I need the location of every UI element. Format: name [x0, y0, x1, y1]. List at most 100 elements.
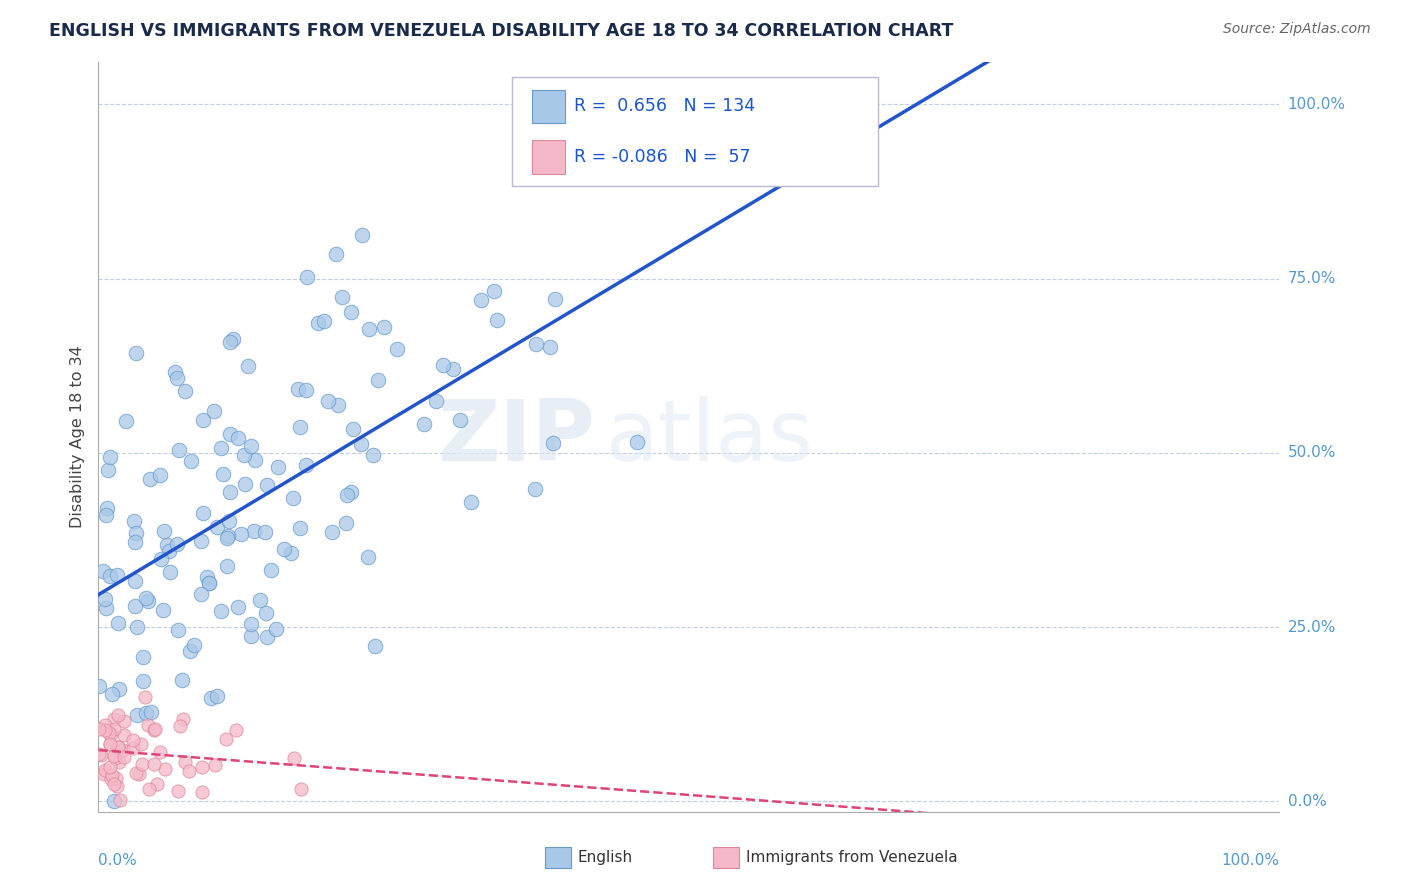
Point — [212, 467, 235, 481]
Point — [173, 384, 195, 398]
Point — [387, 343, 409, 357]
Point — [359, 322, 381, 336]
Text: R = -0.086   N =  57: R = -0.086 N = 57 — [575, 148, 751, 166]
Point — [100, 760, 122, 774]
Point — [222, 332, 245, 346]
Point — [288, 521, 311, 535]
Point — [112, 714, 135, 728]
Text: ZIP: ZIP — [437, 395, 595, 479]
Point — [98, 726, 121, 740]
Point — [214, 732, 236, 747]
Point — [91, 564, 114, 578]
Text: 100.0%: 100.0% — [1288, 96, 1346, 112]
Point — [107, 739, 129, 754]
Point — [124, 514, 146, 528]
Point — [198, 575, 221, 590]
Point — [280, 546, 302, 560]
Point — [152, 603, 174, 617]
Point — [482, 284, 505, 298]
Point — [104, 751, 127, 765]
Point — [97, 463, 120, 477]
Point — [219, 335, 242, 350]
Point — [449, 413, 471, 427]
Point — [254, 607, 277, 621]
Point — [105, 772, 128, 786]
Point — [167, 442, 190, 457]
Point — [191, 785, 214, 799]
FancyBboxPatch shape — [512, 78, 877, 186]
Point — [295, 458, 318, 473]
Point — [328, 398, 350, 412]
Point — [179, 644, 201, 658]
Point — [135, 591, 157, 605]
Point — [128, 766, 150, 780]
Point — [413, 417, 436, 431]
Point — [103, 794, 125, 808]
Point — [112, 750, 135, 764]
Point — [218, 427, 240, 442]
Point — [103, 777, 125, 791]
Point — [198, 575, 221, 590]
Point — [460, 495, 482, 509]
Point — [217, 529, 239, 543]
Point — [340, 484, 363, 499]
Point — [204, 757, 226, 772]
Point — [153, 524, 176, 538]
Point — [191, 506, 214, 520]
Point — [100, 772, 122, 787]
Point — [295, 270, 318, 285]
Point — [256, 630, 278, 644]
Point — [107, 616, 129, 631]
Point — [101, 687, 124, 701]
Point — [336, 488, 359, 502]
Point — [243, 524, 266, 538]
Point — [335, 516, 357, 531]
Point — [125, 346, 148, 360]
Point — [283, 750, 305, 764]
Point — [149, 744, 172, 758]
Point — [122, 741, 145, 756]
Point — [191, 760, 214, 774]
Point — [209, 441, 232, 455]
Point — [169, 719, 191, 733]
Point — [115, 413, 138, 427]
Point — [295, 383, 318, 397]
Text: 50.0%: 50.0% — [1288, 445, 1336, 460]
Point — [260, 563, 283, 577]
Point — [219, 485, 242, 500]
Point — [149, 468, 172, 483]
Point — [112, 728, 135, 742]
Point — [94, 718, 117, 732]
Point — [107, 681, 129, 696]
Point — [108, 755, 131, 769]
Point — [172, 712, 194, 726]
FancyBboxPatch shape — [546, 847, 571, 868]
Point — [138, 594, 160, 608]
Point — [432, 358, 454, 372]
Point — [111, 743, 134, 757]
Point — [225, 723, 247, 738]
Point — [692, 97, 714, 112]
Point — [209, 604, 232, 618]
Point — [93, 723, 115, 737]
Point — [127, 620, 149, 634]
Point — [330, 290, 353, 304]
Point — [146, 777, 169, 791]
Point — [202, 404, 225, 418]
Point — [166, 371, 188, 385]
Point — [136, 718, 159, 732]
Point — [240, 616, 263, 631]
Point — [155, 762, 177, 776]
Point — [544, 292, 567, 306]
Point — [357, 550, 380, 565]
Point — [543, 435, 565, 450]
Point — [318, 393, 340, 408]
Point — [132, 674, 155, 689]
Point — [342, 422, 364, 436]
Point — [373, 319, 395, 334]
Point — [287, 382, 309, 396]
Point — [103, 712, 125, 726]
Point — [124, 574, 146, 588]
Text: 0.0%: 0.0% — [1288, 794, 1326, 809]
Point — [166, 784, 188, 798]
